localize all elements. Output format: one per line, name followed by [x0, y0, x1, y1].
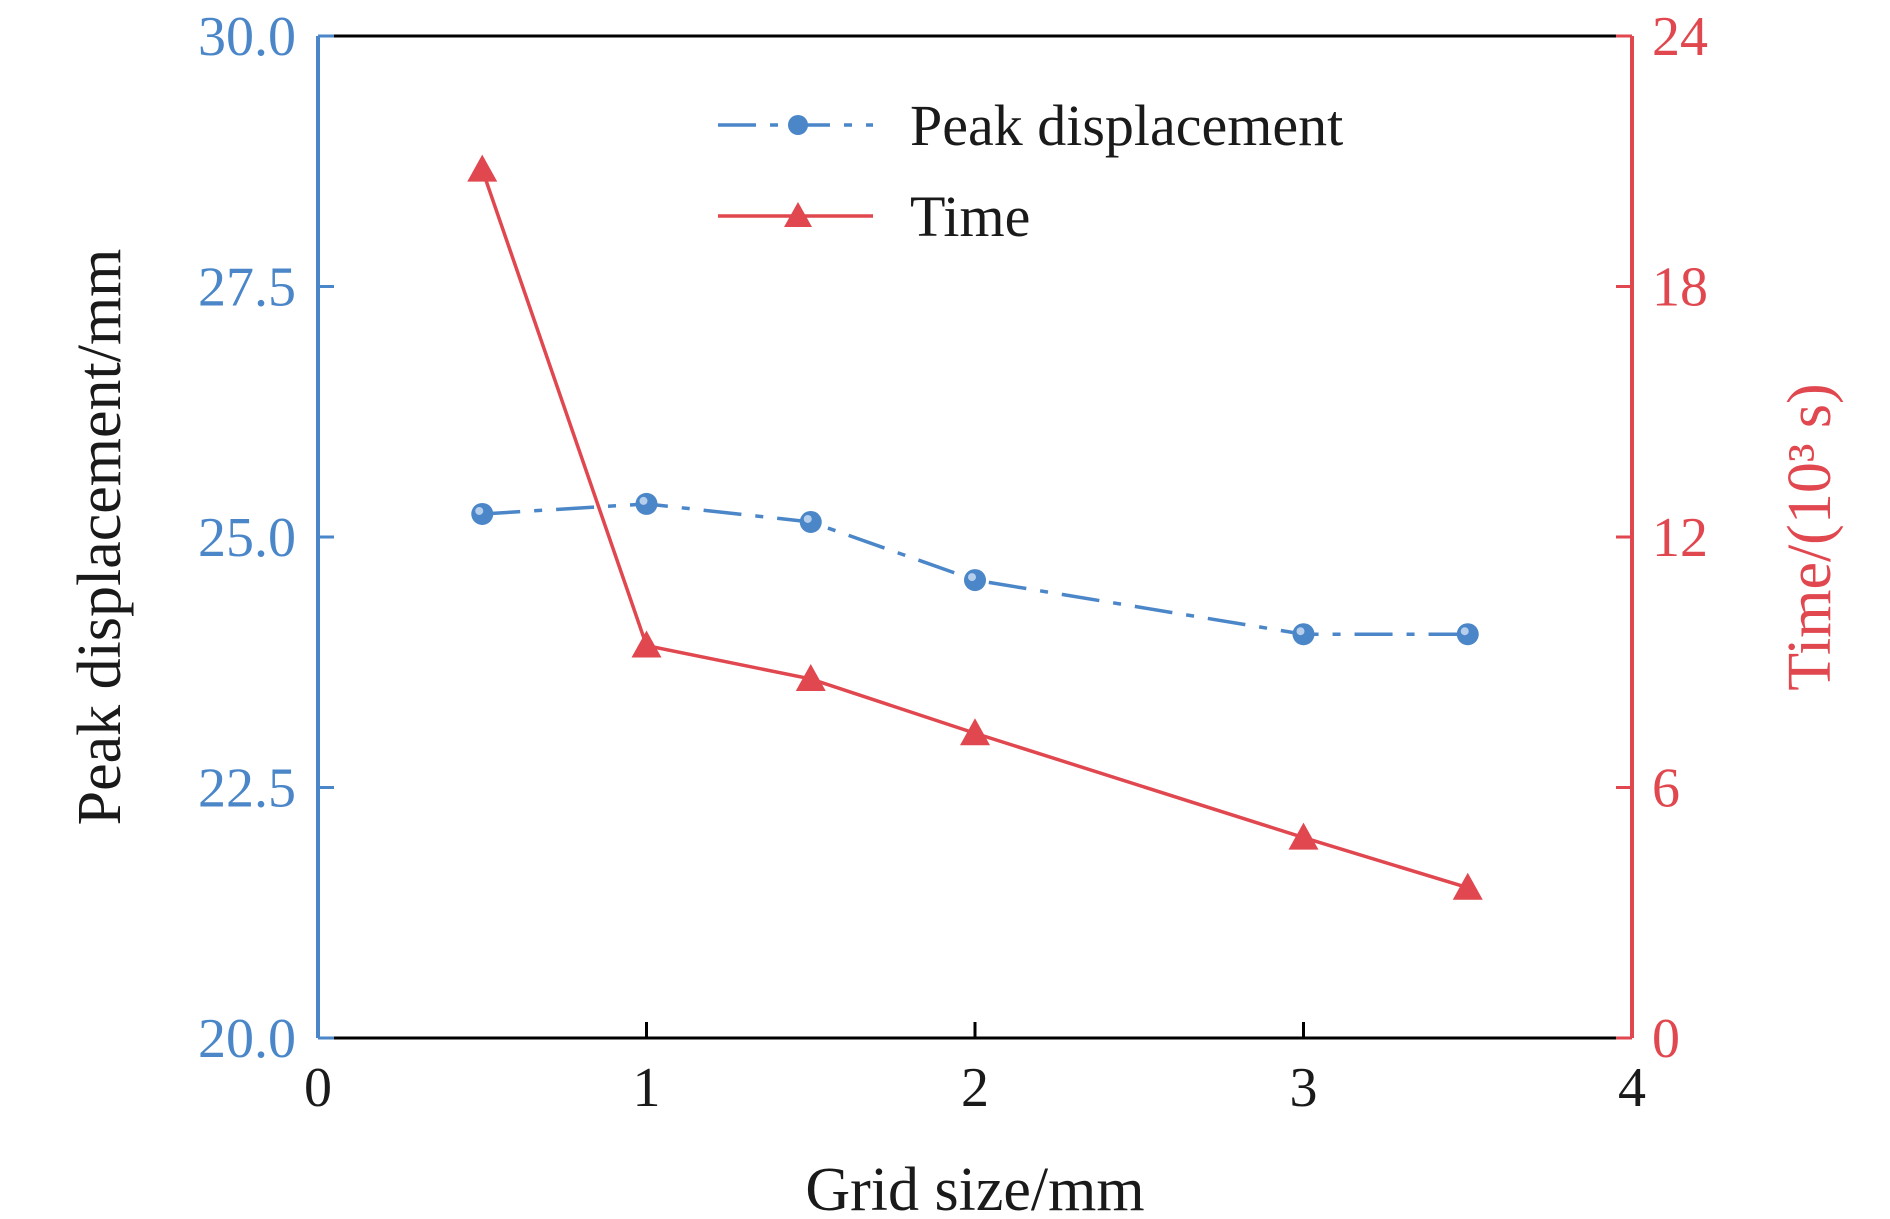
displacement-point-highlight: [475, 506, 484, 515]
displacement-series-line: [482, 502, 1468, 636]
legend-time-marker: [784, 202, 812, 227]
tick-marks: [318, 34, 1632, 1040]
x-tick-label: 3: [1290, 1057, 1318, 1119]
displacement-point: [471, 502, 494, 525]
displacement-point: [1292, 623, 1315, 646]
legend-time-label: Time: [910, 184, 1030, 249]
left-y-axis-title: Peak displacement/mm: [66, 249, 134, 826]
displacement-point-highlight: [968, 573, 976, 582]
displacement-point-highlight: [803, 514, 812, 523]
left-y-tick-label: 27.5: [198, 257, 296, 319]
displacement-point: [635, 492, 658, 515]
legend-displacement-marker: [788, 115, 808, 135]
right-y-tick-label: 18: [1652, 257, 1708, 319]
right-y-tick-label: 6: [1652, 758, 1680, 820]
left-y-tick-label: 20.0: [198, 1008, 296, 1070]
displacement-point-highlight: [639, 496, 648, 505]
time-series-line: [480, 169, 1469, 890]
displacement-point-highlight: [1460, 627, 1469, 636]
right-y-tick-label: 12: [1652, 507, 1708, 569]
x-tick-label: 0: [304, 1057, 332, 1119]
series-layer: [467, 154, 1483, 900]
left-y-tick-label: 30.0: [198, 6, 296, 68]
displacement-point-highlight: [1296, 627, 1305, 636]
x-axis-title: Grid size/mm: [805, 1156, 1144, 1219]
x-tick-label: 4: [1618, 1057, 1646, 1119]
displacement-point: [964, 569, 986, 592]
time-point: [795, 663, 826, 691]
right-y-tick-label: 0: [1652, 1008, 1680, 1070]
legend: Peak displacement Time: [718, 93, 1343, 249]
displacement-point: [799, 510, 822, 533]
time-point: [467, 154, 498, 182]
x-tick-label: 2: [961, 1057, 989, 1119]
left-y-tick-label: 22.5: [198, 758, 296, 820]
time-point: [1452, 872, 1483, 900]
right-y-tick-label: 24: [1652, 6, 1708, 68]
time-point: [631, 630, 662, 658]
x-tick-label: 1: [633, 1057, 661, 1119]
displacement-point: [1456, 623, 1479, 646]
legend-displacement-label: Peak displacement: [910, 93, 1343, 158]
right-y-axis-title: Time/(10³ s): [1776, 383, 1844, 690]
left-y-tick-label: 25.0: [198, 507, 296, 569]
time-point: [960, 718, 990, 746]
time-point: [1288, 822, 1319, 850]
